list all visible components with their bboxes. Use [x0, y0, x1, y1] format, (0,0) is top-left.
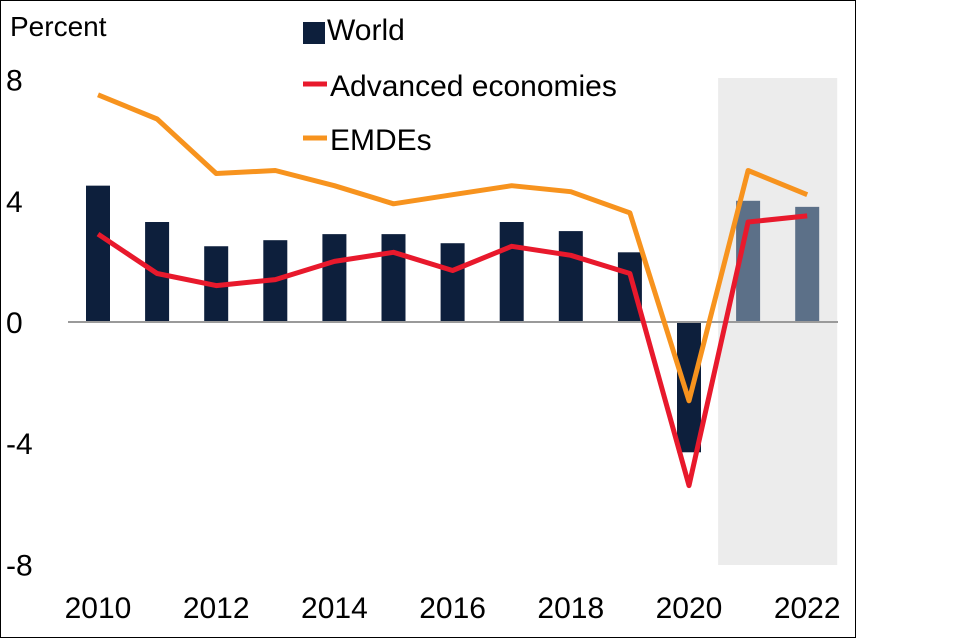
bar-world-2010 — [86, 185, 110, 322]
y-tick-label: -8 — [6, 549, 33, 582]
bar-world-2015 — [381, 234, 406, 322]
legend-label-advanced-economies: Advanced economies — [330, 70, 617, 103]
y-tick-label: 8 — [6, 65, 23, 98]
x-tick-label: 2018 — [537, 592, 604, 625]
chart-frame — [0, 0, 856, 638]
line-layer — [96, 92, 809, 489]
x-tick-label: 2020 — [656, 592, 723, 625]
legend-label-emdes: EMDEs — [330, 124, 432, 157]
legend-item-emdes: EMDEs — [303, 124, 432, 157]
bar-world-2014 — [322, 234, 347, 322]
y-tick-label: 0 — [6, 307, 23, 340]
label-layer: 8 4 0 -4 -8 2010 2012 2014 2016 2018 2020 2022 — [6, 65, 841, 625]
x-tick-label: 2016 — [419, 592, 486, 625]
y-tick-label: -4 — [6, 428, 33, 461]
bar-world-2016 — [440, 243, 465, 322]
bar-world-2018 — [558, 231, 583, 322]
legend-item-advanced-economies: Advanced economies — [303, 70, 617, 103]
legend-swatch-world — [303, 22, 325, 44]
line-advanced-economies — [96, 213, 808, 489]
x-tick-label: 2022 — [774, 592, 841, 625]
legend: World Advanced economies EMDEs — [303, 14, 617, 157]
legend-label-world: World — [327, 14, 405, 47]
bar-world-2022 — [795, 206, 820, 322]
bar-world-2017 — [499, 222, 524, 322]
line-emdes — [97, 92, 809, 404]
legend-item-world: World — [303, 14, 405, 47]
y-axis-title: Percent — [10, 11, 107, 42]
x-tick-label: 2010 — [65, 592, 132, 625]
x-tick-label: 2012 — [183, 592, 250, 625]
bar-world-2020 — [677, 322, 701, 453]
y-tick-label: 4 — [6, 186, 23, 219]
x-tick-label: 2014 — [301, 592, 368, 625]
